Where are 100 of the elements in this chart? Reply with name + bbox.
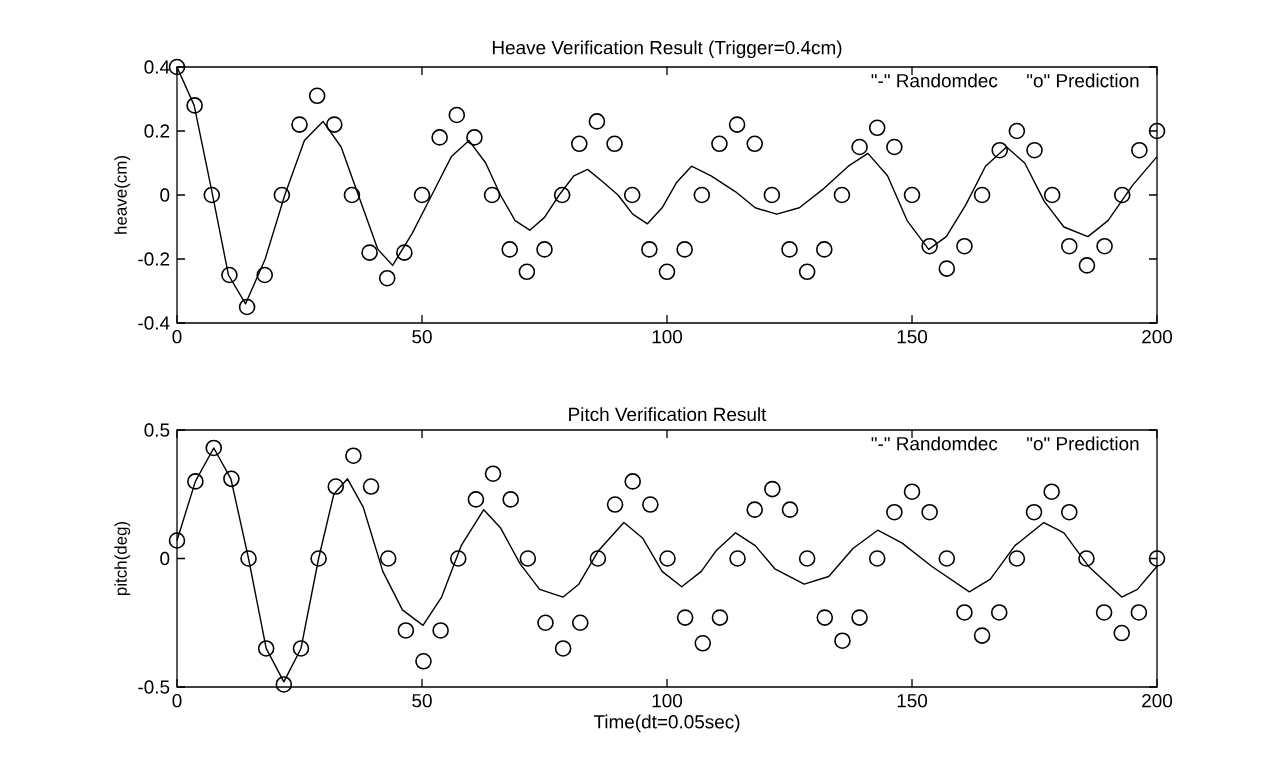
point [938, 260, 956, 277]
point [991, 141, 1009, 159]
x-tick-label: 150 [897, 329, 928, 344]
point [1130, 604, 1148, 621]
point [903, 483, 921, 500]
chart-title: Pitch Verification Result [569, 407, 767, 422]
point [168, 58, 186, 76]
point [990, 604, 1008, 621]
point [1061, 503, 1078, 521]
point [694, 635, 712, 652]
point [728, 116, 746, 133]
point [203, 186, 221, 204]
point [186, 97, 203, 114]
point [642, 496, 659, 513]
point [623, 186, 641, 204]
y-tick-label: -0.2 [138, 252, 170, 266]
point [624, 473, 642, 490]
point [798, 550, 816, 567]
point [659, 550, 676, 567]
point [851, 609, 868, 626]
point [467, 491, 485, 508]
point [379, 550, 397, 567]
point [973, 627, 991, 644]
point [223, 470, 240, 488]
y-tick-label: 0 [160, 551, 170, 566]
point [693, 186, 711, 204]
point [798, 263, 816, 281]
point [606, 135, 623, 153]
point [273, 186, 291, 204]
point [658, 263, 676, 281]
point [537, 614, 554, 632]
legend-label: "-" Randomdec [871, 436, 998, 451]
point [291, 116, 308, 133]
point [256, 266, 274, 284]
y-axis-title: heave(cm) [114, 156, 131, 234]
point [483, 186, 501, 204]
point [1043, 186, 1061, 204]
point [921, 503, 938, 521]
point [378, 269, 396, 287]
y-tick-label: 0 [160, 188, 170, 202]
point [868, 119, 886, 137]
point [606, 496, 624, 513]
y-tick-label: 0.5 [144, 423, 170, 437]
point [1095, 604, 1113, 621]
legend-label: "o" Prediction [1027, 436, 1139, 451]
point [275, 676, 293, 693]
point [886, 138, 903, 156]
point [641, 241, 658, 258]
point [396, 244, 413, 261]
point [518, 263, 536, 281]
y-axis-title: pitch(deg) [114, 521, 131, 596]
point [816, 241, 833, 258]
point [921, 237, 938, 255]
point [187, 473, 204, 490]
point [325, 116, 343, 133]
point [1078, 257, 1096, 274]
y-tick-label: -0.4 [138, 316, 170, 330]
point [308, 87, 326, 105]
point [834, 632, 851, 650]
y-tick-label: 0.2 [144, 124, 170, 138]
x-tick-label: 50 [412, 329, 432, 344]
point [1008, 550, 1026, 567]
point [257, 640, 275, 657]
point [397, 622, 415, 639]
x-tick-label: 150 [897, 693, 928, 708]
point [310, 550, 327, 567]
x-tick-label: 200 [1142, 329, 1173, 344]
point [1131, 141, 1148, 159]
point [484, 465, 502, 482]
point [833, 186, 851, 204]
point [816, 609, 834, 626]
legend-label: "o" Prediction [1027, 73, 1139, 88]
point [903, 186, 921, 204]
point [973, 186, 991, 204]
point [502, 491, 519, 508]
x-tick-label: 0 [172, 329, 182, 344]
point [415, 653, 432, 670]
point [589, 550, 607, 567]
point [868, 550, 886, 567]
y-tick-label: 0.4 [144, 60, 170, 74]
point [519, 550, 537, 567]
chart-title: Heave Verification Result (Trigger=0.4cm) [492, 40, 842, 59]
point [238, 298, 256, 316]
point [711, 135, 728, 153]
point [956, 237, 973, 255]
x-tick-label: 100 [652, 329, 683, 344]
point [956, 604, 973, 621]
point [431, 129, 448, 146]
point [554, 640, 572, 657]
point [168, 532, 186, 549]
point [588, 113, 606, 130]
point [466, 129, 483, 146]
point [851, 138, 868, 156]
point [886, 503, 903, 521]
point [1148, 122, 1166, 140]
point [240, 550, 257, 567]
point [746, 135, 764, 153]
point [1061, 237, 1078, 255]
point [327, 478, 345, 495]
point [205, 439, 223, 457]
